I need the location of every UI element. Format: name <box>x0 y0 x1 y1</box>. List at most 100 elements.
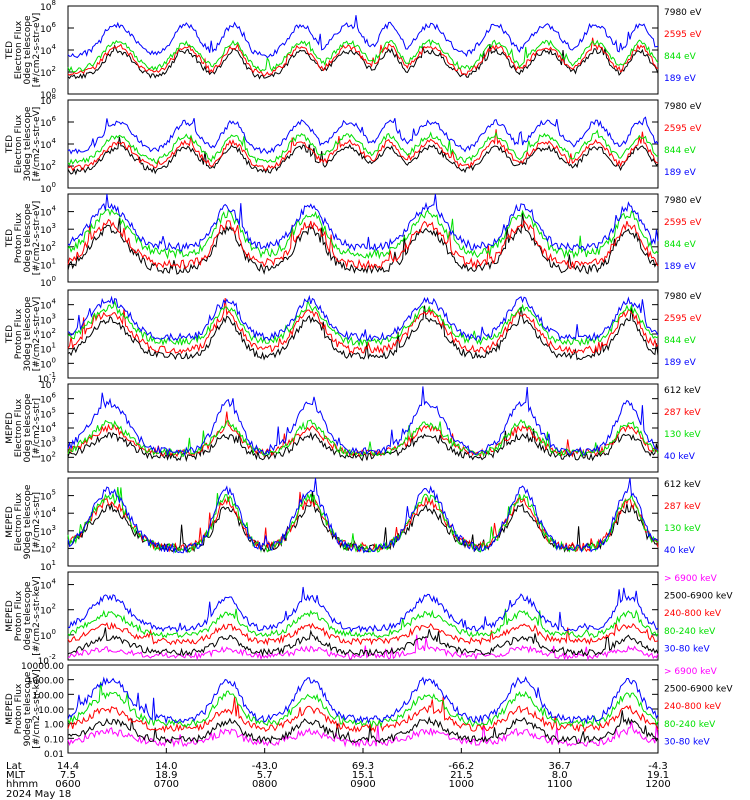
y-tick-label: 104 <box>40 137 56 151</box>
y-axis-label-line: TED <box>5 135 15 154</box>
y-tick-label: 108 <box>40 0 56 13</box>
y-axis-label-line: 0deg telescope <box>23 581 33 651</box>
series-line <box>67 428 659 463</box>
legend-entry: 612 keV <box>664 480 701 490</box>
x-row-label-hhmm: hhmm <box>6 779 38 790</box>
y-tick-label: 103 <box>40 436 56 450</box>
x-tick-label: 69.3 <box>352 761 374 772</box>
y-tick-label: 104 <box>40 506 56 520</box>
y-axis-label-line: Proton Flux <box>14 590 24 641</box>
legend-entry: 2595 eV <box>664 218 702 228</box>
legend-entry: 189 eV <box>664 168 697 178</box>
legend-entry: 2500-6900 keV <box>664 592 733 602</box>
x-tick-label: 8.0 <box>552 770 568 781</box>
x-tick-label: 1200 <box>645 779 670 790</box>
series-line <box>67 212 659 275</box>
y-tick-label: 101 <box>40 257 56 271</box>
legend-entry: > 6900 keV <box>664 667 718 677</box>
legend-entry: 80-240 keV <box>664 720 716 730</box>
y-tick-label: 100 <box>40 87 56 101</box>
series-line <box>67 305 659 361</box>
y-axis-label-line: 0deg telescope <box>23 15 33 85</box>
y-tick-label: 102 <box>40 159 56 173</box>
y-tick-label: 103 <box>40 222 56 236</box>
legend-entry: 844 eV <box>664 336 697 346</box>
y-axis-label-line: TED <box>5 325 15 344</box>
y-tick-label: 102 <box>40 541 56 555</box>
series-line <box>67 487 659 554</box>
y-tick-label: 102 <box>40 240 56 254</box>
x-row-label-mlt: MLT <box>6 770 26 781</box>
y-tick-label: 100.00 <box>33 691 65 701</box>
series-line <box>67 491 659 553</box>
x-tick-label: 18.9 <box>155 770 177 781</box>
y-tick-label: 101 <box>40 559 56 573</box>
legend-entry: 189 eV <box>664 358 697 368</box>
series-line <box>67 490 659 554</box>
y-axis-label-line: Electron Flux <box>14 398 24 457</box>
legend-entry: 287 keV <box>664 408 701 418</box>
legend-entry: 7980 eV <box>664 292 702 302</box>
y-axis-label-line: [#/cm2-s-str] <box>32 492 42 552</box>
series-line <box>67 386 659 457</box>
series-line <box>67 710 659 745</box>
y-axis-label-line: Proton Flux <box>14 308 24 359</box>
y-tick-label: 104 <box>40 205 56 219</box>
y-axis-label-line: [#/cm2-s-str-keV] <box>32 576 42 655</box>
y-tick-label: 100 <box>40 356 56 370</box>
legend-entry: 80-240 keV <box>664 627 716 637</box>
legend-entry: 7980 eV <box>664 8 702 18</box>
y-axis-label-line: 90deg telescope <box>23 671 33 746</box>
y-tick-label: 103 <box>40 312 56 326</box>
x-tick-label: 21.5 <box>450 770 472 781</box>
series-line <box>67 634 659 662</box>
y-axis-label-line: 90deg telescope <box>23 484 33 559</box>
y-tick-label: 10-2 <box>38 653 56 667</box>
y-tick-label: 101 <box>40 342 56 356</box>
y-tick-label: 102 <box>40 327 56 341</box>
legend-entry: 189 eV <box>664 262 697 272</box>
x-tick-label: 14.4 <box>57 761 79 772</box>
x-tick-label: 1000 <box>449 779 474 790</box>
y-tick-label: 103 <box>40 524 56 538</box>
x-tick-label: 5.7 <box>257 770 273 781</box>
panel-frame <box>67 571 659 661</box>
panel-frame <box>67 5 659 95</box>
y-axis-label-line: 30deg telescope <box>23 106 33 181</box>
x-tick-label: -4.3 <box>648 761 668 772</box>
y-tick-label: 107 <box>40 377 56 391</box>
legend-entry: 844 eV <box>664 240 697 250</box>
y-axis-label-line: MEPED <box>5 693 15 725</box>
series-line <box>67 608 659 639</box>
legend-entry: 40 keV <box>664 452 696 462</box>
x-tick-label: 19.1 <box>647 770 669 781</box>
y-tick-label: 102 <box>40 603 56 617</box>
panel-6: 101 102 103 104 105 MEPED Electron Flux 90deg t… <box>5 477 701 573</box>
series-line <box>67 294 659 342</box>
y-tick-label: 0.01 <box>44 750 64 760</box>
series-line <box>67 129 659 172</box>
legend-entry: 130 keV <box>664 430 701 440</box>
y-tick-label: 10.00 <box>38 706 64 716</box>
x-date-label: 2024 May 18 <box>6 789 71 800</box>
y-tick-label: 104 <box>40 421 56 435</box>
series-line <box>67 37 659 77</box>
legend-entry: 2595 eV <box>664 124 702 134</box>
y-tick-label: 106 <box>40 115 56 129</box>
legend-entry: 612 keV <box>664 386 701 396</box>
panel-frame <box>67 289 659 379</box>
panel-frame <box>67 477 659 567</box>
y-tick-label: 1000.00 <box>27 677 64 687</box>
series-line <box>67 44 659 80</box>
y-tick-label: 102 <box>40 65 56 79</box>
panel-3: 100 101 102 103 104 TED Proton Flux 0deg telesc… <box>5 193 702 289</box>
legend-entry: 30-80 keV <box>664 737 710 747</box>
legend-entry: 40 keV <box>664 546 696 556</box>
x-tick-label: -66.2 <box>448 761 474 772</box>
series-line <box>67 721 659 748</box>
y-tick-label: 104 <box>40 578 56 592</box>
y-axis-label-line: TED <box>5 229 15 248</box>
y-axis-label-line: [#/cm2-s-str-eV] <box>32 107 42 182</box>
